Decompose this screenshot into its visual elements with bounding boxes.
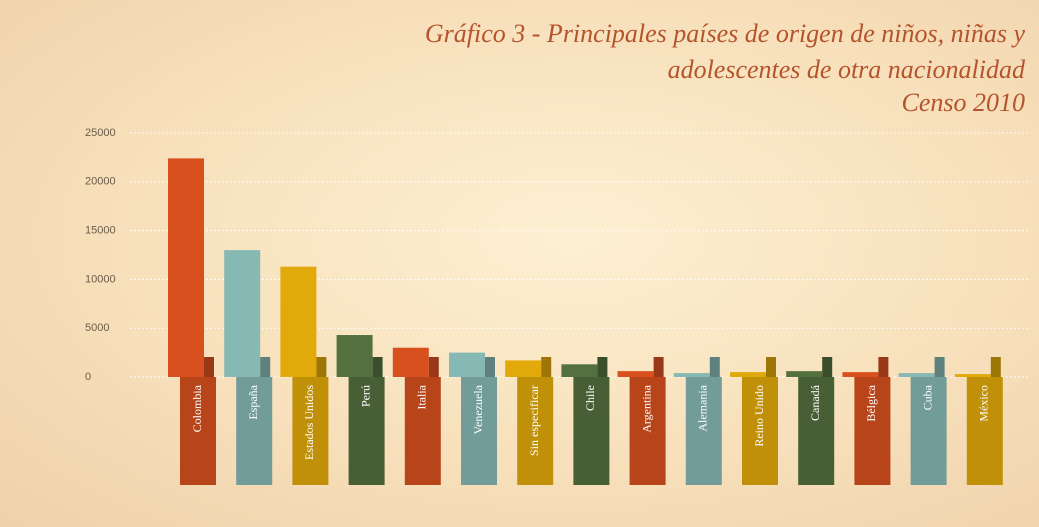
bar — [899, 373, 935, 377]
bar-fold — [991, 357, 1001, 377]
bar-fold — [429, 357, 439, 377]
x-tick-label: Sin especificar — [527, 385, 541, 456]
y-tick-label: 10000 — [85, 273, 116, 285]
bar — [674, 373, 710, 377]
bar — [337, 335, 373, 377]
chart-area: Gráfico 3 - Principales países de origen… — [0, 0, 1039, 527]
y-tick-label: 20000 — [85, 176, 116, 188]
x-tick-label: Canadá — [808, 384, 822, 421]
y-tick-label: 5000 — [85, 322, 109, 334]
y-tick-label: 0 — [85, 371, 91, 383]
x-tick-label: Perú — [358, 385, 372, 407]
x-tick-label: Chile — [583, 385, 597, 411]
bar — [393, 348, 429, 377]
bar-fold — [597, 357, 607, 377]
bar — [168, 158, 204, 377]
bar-fold — [316, 357, 326, 377]
x-tick-label: Reino Unido — [752, 385, 766, 447]
y-tick-label: 25000 — [85, 127, 116, 139]
x-tick-label: Argentina — [639, 384, 653, 432]
bar-fold — [541, 357, 551, 377]
bar — [842, 372, 878, 377]
x-tick-label: Cuba — [920, 384, 934, 410]
x-tick-label: Bélgica — [864, 384, 878, 421]
bar-fold — [766, 357, 776, 377]
bar-fold — [260, 357, 270, 377]
bar-fold — [373, 357, 383, 377]
bar-fold — [710, 357, 720, 377]
x-tick-label: Venezuela — [471, 384, 485, 434]
bar-fold — [935, 357, 945, 377]
bar-fold — [204, 357, 214, 377]
bar — [955, 374, 991, 377]
x-tick-label: España — [246, 384, 260, 419]
y-tick-label: 15000 — [85, 225, 116, 237]
bar — [730, 372, 766, 377]
bar — [280, 267, 316, 377]
x-tick-label: Italia — [415, 384, 429, 409]
bar-fold — [822, 357, 832, 377]
chart: 0 5000 10000 15000 20000 25000 Colombia España E… — [0, 0, 1039, 527]
bar-fold — [485, 357, 495, 377]
bar — [449, 353, 485, 377]
bar-fold — [878, 357, 888, 377]
x-tick-label: Estados Unidos — [302, 385, 316, 460]
bar — [786, 371, 822, 377]
x-tick-label: Alemania — [696, 384, 710, 431]
bar — [505, 360, 541, 377]
bar-fold — [654, 357, 664, 377]
x-tick-label: Colombia — [190, 384, 204, 432]
bar — [224, 250, 260, 377]
x-tick-label: México — [977, 385, 991, 422]
bar — [618, 371, 654, 377]
bar — [561, 364, 597, 377]
